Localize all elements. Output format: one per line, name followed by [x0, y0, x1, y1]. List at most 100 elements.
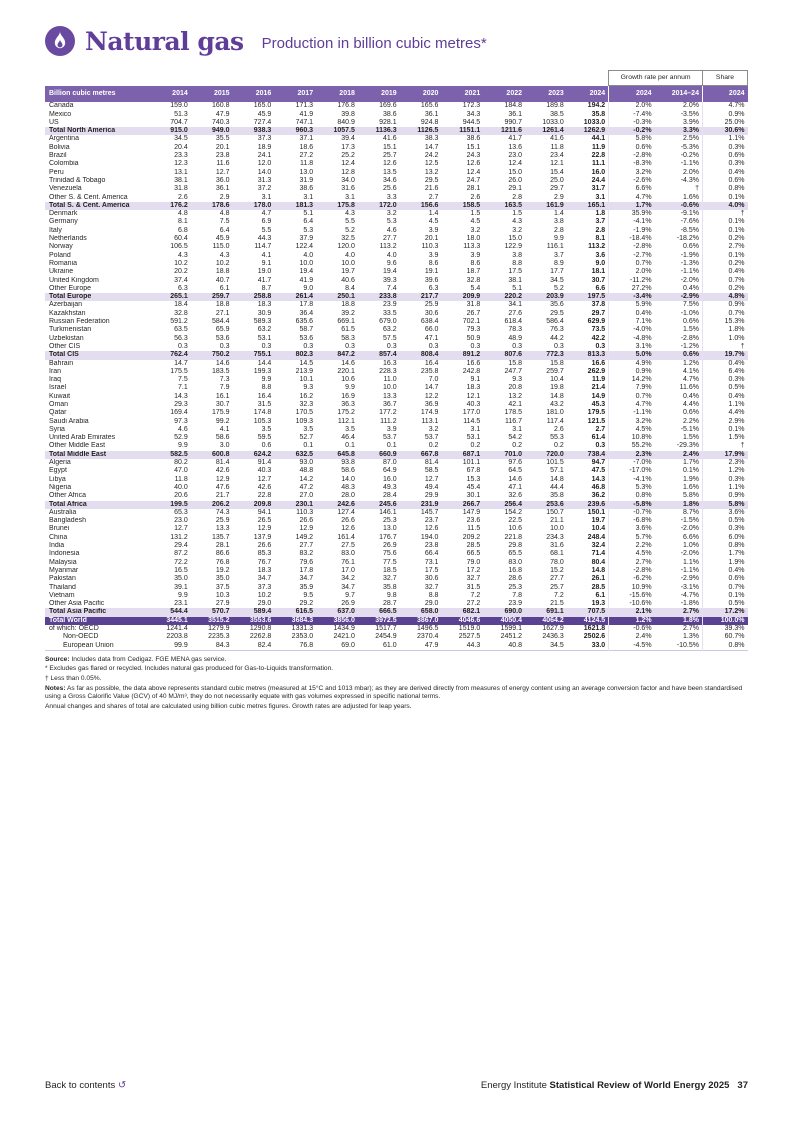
- cell: 8.8: [512, 259, 522, 267]
- cell: 3.8: [512, 251, 522, 259]
- cell: 2262.8: [249, 633, 272, 641]
- cell: 28.5: [466, 542, 481, 550]
- cell: 174.9: [420, 409, 439, 417]
- cell: 34.7: [341, 583, 355, 591]
- cell: 1.4: [428, 210, 439, 218]
- cell: 113.2: [379, 243, 397, 251]
- cell: 27.7: [550, 575, 564, 583]
- growth-group-header: Growth rate per annum: [608, 70, 703, 86]
- cell: 32.6: [508, 492, 522, 500]
- footnote-annual: Annual changes and shares of total are c…: [45, 703, 748, 712]
- cell: 12.1: [466, 392, 481, 400]
- cell: -0.2%: [680, 152, 699, 160]
- cell: 15.8: [550, 359, 564, 367]
- table-row: Bangladesh 23.0 25.9 26.5 26.6 26.6 25.3 23.7 23…: [45, 517, 748, 526]
- footnotes: Source: Includes data from Cedigaz. FGE …: [45, 656, 748, 713]
- cell: 1331.3: [291, 625, 314, 632]
- cell: 16.9: [341, 392, 355, 400]
- cell: 682.1: [441, 608, 484, 617]
- footnote-dagger-symbol: †: [45, 675, 49, 683]
- cell: 6.4: [219, 226, 230, 234]
- cell: 83.2: [299, 550, 314, 558]
- cell: 76.1: [341, 558, 355, 566]
- cell: 69.0: [341, 641, 355, 649]
- cell: 18.8: [341, 301, 355, 309]
- cell: 18.5: [383, 566, 397, 574]
- cell: 2.4%: [654, 450, 703, 460]
- publication-line: Energy Institute Statistical Review of W…: [481, 1080, 748, 1091]
- cell: 12.6: [466, 160, 481, 168]
- cell: 20.2: [174, 268, 188, 276]
- cell: 34.0: [341, 176, 355, 184]
- cell: 0.9%: [608, 367, 655, 377]
- footnote-notes-text: As far as possible, the data above repre…: [45, 684, 743, 701]
- cell: 5.9%: [608, 301, 655, 310]
- cell: 0.1%: [701, 218, 748, 227]
- cell: 5.3%: [608, 483, 655, 493]
- cell: 137.9: [253, 533, 272, 541]
- cell: 7.2: [554, 591, 564, 599]
- cell: 10.4: [591, 525, 606, 533]
- cell: 31.7: [591, 185, 606, 193]
- cell: 3.0: [219, 442, 230, 450]
- cell: 2.7: [595, 425, 606, 433]
- cell: 10.8%: [608, 434, 655, 443]
- cell: 26.5: [257, 517, 272, 525]
- cell: 9.9: [345, 384, 355, 392]
- cell: 0.1: [303, 442, 314, 450]
- cell: 47.1: [424, 334, 439, 342]
- cell: 94.1: [257, 508, 272, 516]
- cell: 15.0: [508, 168, 522, 176]
- back-arrow-icon: ↺: [117, 1080, 127, 1091]
- back-to-contents-link[interactable]: Back to contents ↺: [45, 1080, 126, 1091]
- cell: 3.2: [470, 226, 481, 234]
- cell: 31.5: [466, 583, 481, 591]
- cell: 2.0%: [608, 102, 655, 111]
- row-label: Ukraine: [49, 268, 74, 276]
- cell: 47.2: [299, 483, 314, 491]
- cell: 0.6%: [701, 176, 748, 186]
- row-label: Total S. & Cent. America: [45, 201, 149, 211]
- column-header: 2021: [441, 85, 484, 103]
- cell: 24.1: [257, 152, 272, 160]
- cell: 949.0: [190, 127, 233, 136]
- cell: 8.4: [345, 284, 355, 292]
- cell: 28.1: [466, 185, 481, 193]
- cell: -3.5%: [680, 110, 699, 118]
- cell: 12.7: [174, 525, 188, 533]
- cell: 12.2: [424, 392, 439, 400]
- table-row: Total Africa 199.5 206.2 209.8 230.1 242.6 245…: [45, 500, 748, 509]
- cell: 58.6: [341, 467, 355, 475]
- cell: 6.1: [595, 591, 606, 599]
- cell: 18.9: [257, 143, 272, 151]
- row-label: Oman: [49, 400, 69, 408]
- cell: 2.8: [512, 193, 522, 201]
- cell: 28.1: [215, 542, 230, 550]
- cell: 36.3: [341, 400, 355, 408]
- cell: 8.6: [470, 259, 481, 267]
- cell: 9.0: [303, 284, 314, 292]
- cell: 154.2: [504, 508, 522, 516]
- cell: 44.4: [550, 483, 564, 491]
- cell: 3.9: [428, 226, 439, 234]
- cell: -4.8%: [608, 334, 655, 343]
- cell: 0.2%: [701, 259, 748, 269]
- cell: 960.3: [274, 127, 317, 136]
- table-row: Total Middle East 582.5 600.8 624.2 632.5 645…: [45, 450, 748, 460]
- cell: 39.8: [341, 110, 355, 118]
- cell: 46.8: [591, 483, 606, 491]
- cell: 37.2: [257, 185, 272, 193]
- cell: 7.5: [178, 376, 188, 384]
- cell: 840.9: [337, 118, 355, 126]
- cell: 1290.8: [249, 625, 272, 632]
- cell: 18.7: [466, 268, 481, 276]
- cell: 9.9: [554, 235, 564, 243]
- cell: 12.7: [257, 475, 272, 483]
- cell: 0.7%: [701, 583, 748, 592]
- cell: 38.1: [174, 176, 188, 184]
- cell: 5.2: [345, 226, 355, 234]
- cell: 707.5: [566, 608, 609, 617]
- cell: 8.7%: [683, 508, 699, 516]
- cell: 43.2: [550, 400, 564, 408]
- cell: 29.0: [257, 600, 272, 608]
